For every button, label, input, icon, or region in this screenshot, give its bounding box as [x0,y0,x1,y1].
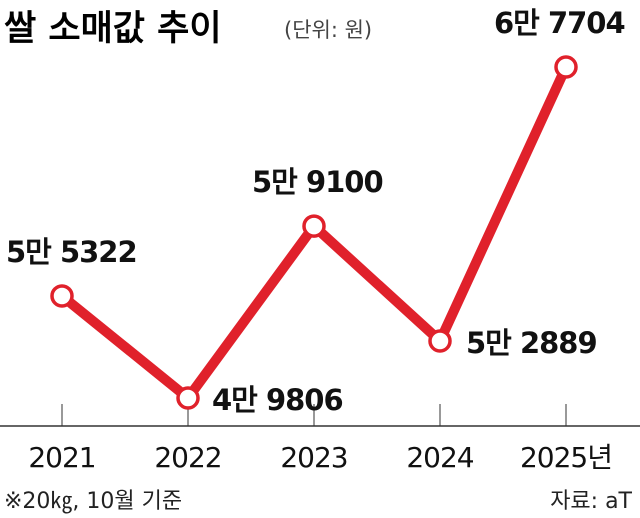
unit-label: (단위: 원) [284,18,372,42]
data-label: 6만 7704 [494,6,625,40]
data-point [302,214,326,238]
x-tick-label: 2023 [280,441,347,474]
data-points [50,55,578,410]
chart-title: 쌀 소매값 추이 [4,9,222,49]
data-labels: 5만 5322 4만 9806 5만 9100 5만 2889 6만 7704 [6,6,626,417]
data-point [554,55,578,79]
data-label: 5만 5322 [6,235,137,269]
source-label: 자료: aT [550,489,632,514]
data-point [176,386,200,410]
x-tick-label: 2022 [154,441,221,474]
data-label: 5만 9100 [252,165,383,199]
footnote: ※20㎏, 10월 기준 [4,489,182,515]
x-tick-label: 2024 [406,441,473,474]
data-label: 5만 2889 [466,326,597,360]
x-tick-label: 2025년 [520,441,612,474]
x-tick-labels: 2021 2022 2023 2024 2025년 [28,441,613,474]
data-label: 4만 9806 [212,383,343,417]
x-tick-label: 2021 [28,441,95,474]
data-point [50,284,74,308]
data-point [428,329,452,353]
